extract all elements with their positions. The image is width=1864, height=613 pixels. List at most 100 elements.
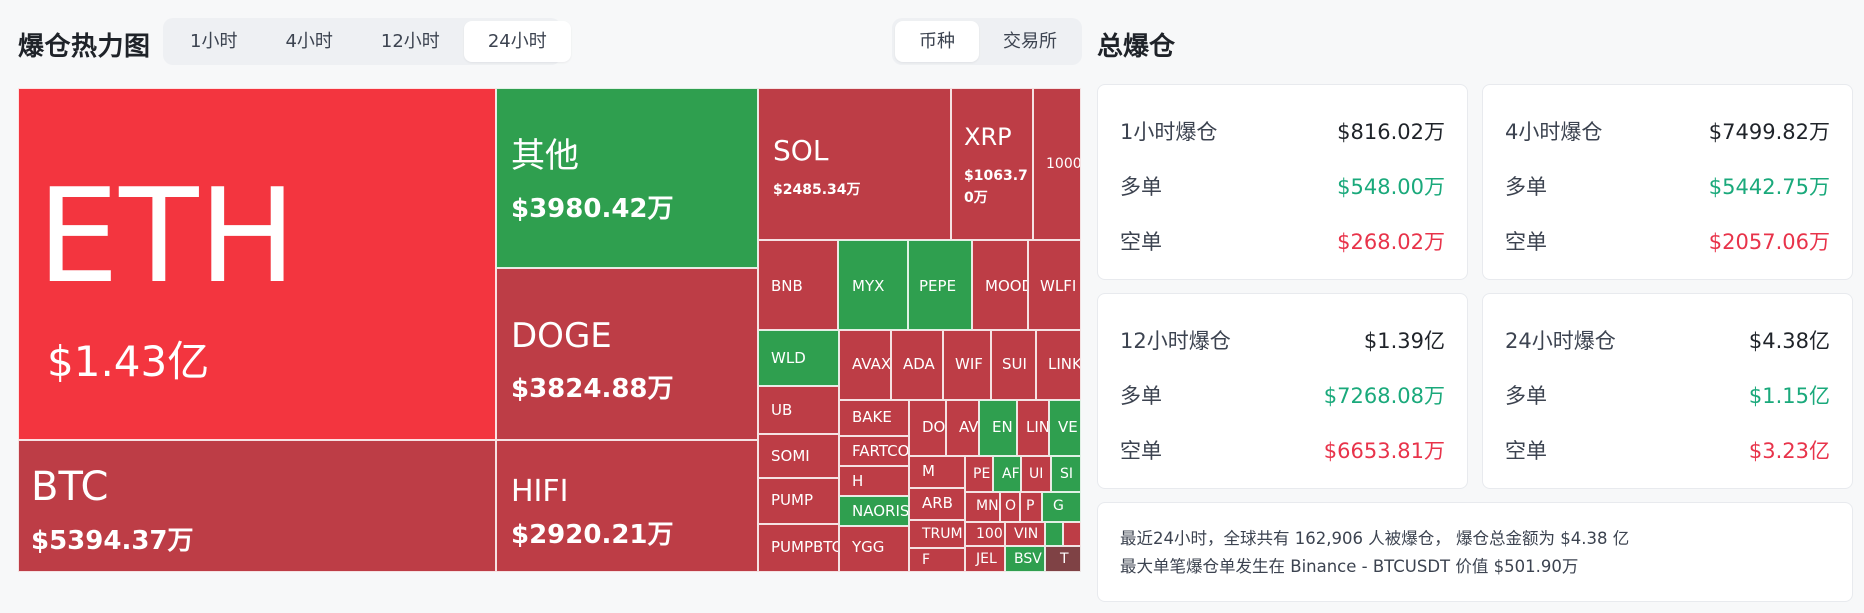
- heatmap-cell[interactable]: G: [1042, 492, 1081, 522]
- card-total-row: 1小时爆仓 $816.02万: [1120, 116, 1445, 146]
- heatmap-cell[interactable]: FARTCO: [839, 436, 909, 466]
- heatmap-cell[interactable]: 1000: [1033, 88, 1081, 240]
- cell-symbol: AF: [1002, 466, 1020, 482]
- card-long-label: 多单: [1505, 384, 1547, 408]
- card-short-label: 空单: [1505, 230, 1547, 254]
- heatmap-cell[interactable]: ADA: [891, 330, 943, 400]
- heatmap-cell[interactable]: DO: [909, 400, 946, 456]
- heatmap-cell[interactable]: PE: [965, 456, 993, 492]
- heatmap-cell[interactable]: PUMPBTC: [758, 524, 839, 572]
- card-total-row: 4小时爆仓 $7499.82万: [1505, 116, 1830, 146]
- summary-card: 最近24小时，全球共有 162,906 人被爆仓， 爆仓总金额为 $4.38 亿…: [1097, 502, 1853, 602]
- liquidation-heatmap: ETH $1.43亿 BTC $5394.37万 其他 $3980.42万 DOGE $382…: [18, 88, 1081, 572]
- heatmap-cell[interactable]: BAKE: [839, 400, 909, 436]
- heatmap-cell[interactable]: AF: [993, 456, 1021, 492]
- heatmap-cell[interactable]: F: [909, 548, 965, 572]
- heatmap-cell[interactable]: TRUM: [909, 520, 965, 548]
- heatmap-cell[interactable]: AVAX: [839, 330, 891, 400]
- heatmap-cell[interactable]: EN: [979, 400, 1017, 456]
- heatmap-cell[interactable]: SOL $2485.34万: [758, 88, 951, 240]
- cell-symbol: M: [922, 462, 935, 480]
- card-long-value: $7268.08万: [1323, 384, 1445, 408]
- cell-symbol: AVAX: [852, 355, 891, 373]
- heatmap-cell[interactable]: WLFI: [1028, 240, 1081, 330]
- heatmap-cell[interactable]: HIFI $2920.21万: [496, 440, 758, 572]
- cell-symbol: BNB: [771, 277, 803, 295]
- heatmap-cell[interactable]: BTC $5394.37万: [18, 440, 496, 572]
- heatmap-cell[interactable]: SOMI: [758, 434, 839, 478]
- time-range-tabs: 1小时 4小时 12小时 24小时: [163, 18, 571, 65]
- heatmap-cell[interactable]: [1063, 522, 1081, 546]
- cell-symbol: UI: [1029, 466, 1044, 482]
- cell-symbol: FARTCO: [852, 442, 909, 460]
- card-short-value: $6653.81万: [1323, 439, 1445, 463]
- heatmap-cell[interactable]: PUMP: [758, 478, 839, 524]
- heatmap-cell[interactable]: NAORIS: [839, 496, 909, 526]
- card-short-label: 空单: [1505, 439, 1547, 463]
- cell-symbol: PE: [973, 466, 991, 482]
- cell-symbol: BSV: [1014, 551, 1042, 567]
- time-tab-1[interactable]: 4小时: [285, 31, 333, 52]
- heatmap-cell[interactable]: SI: [1051, 456, 1081, 492]
- heatmap-cell[interactable]: O: [1000, 492, 1020, 522]
- cell-symbol: SOL: [773, 134, 829, 167]
- heatmap-cell[interactable]: T: [1045, 546, 1081, 572]
- heatmap-cell[interactable]: ARB: [909, 488, 965, 520]
- cell-amount: $2485.34万: [773, 182, 861, 198]
- card-total-value: $4.38亿: [1748, 329, 1830, 353]
- heatmap-cell[interactable]: BNB: [758, 240, 838, 330]
- heatmap-cell[interactable]: YGG: [839, 526, 909, 572]
- heatmap-cell[interactable]: VIN: [1005, 522, 1045, 546]
- heatmap-cell[interactable]: BSV: [1005, 546, 1045, 572]
- cell-symbol: ETH: [37, 160, 297, 312]
- heatmap-cell[interactable]: [1045, 522, 1063, 546]
- heatmap-cell[interactable]: DOGE $3824.88万: [496, 268, 758, 440]
- card-short-label: 空单: [1120, 439, 1162, 463]
- time-tab-0[interactable]: 1小时: [190, 31, 238, 52]
- heatmap-cell[interactable]: MN: [965, 492, 1000, 522]
- heatmap-cell[interactable]: 其他 $3980.42万: [496, 88, 758, 268]
- view-tab-0[interactable]: 币种: [895, 21, 979, 62]
- heatmap-cell[interactable]: XRP $1063.70万: [951, 88, 1033, 240]
- card-long-label: 多单: [1505, 175, 1547, 199]
- heatmap-cell[interactable]: ETH $1.43亿: [18, 88, 496, 440]
- cell-symbol: O: [1005, 498, 1017, 514]
- heatmap-cell[interactable]: WLD: [758, 330, 839, 386]
- heatmap-cell[interactable]: JEL: [965, 546, 1005, 572]
- cell-symbol: MN: [976, 498, 999, 514]
- card-short-row: 空单 $3.23亿: [1505, 435, 1830, 465]
- heatmap-cell[interactable]: AV: [946, 400, 979, 456]
- time-tab-3[interactable]: 24小时: [463, 21, 571, 62]
- card-total-label: 1小时爆仓: [1120, 120, 1218, 144]
- card-total-label: 12小时爆仓: [1120, 329, 1231, 353]
- card-long-value: $548.00万: [1337, 175, 1445, 199]
- cell-symbol: F: [922, 552, 931, 568]
- cell-symbol: WLFI: [1040, 277, 1077, 295]
- heatmap-cell[interactable]: SUI: [991, 330, 1036, 400]
- heatmap-cell[interactable]: UB: [758, 386, 839, 434]
- heatmap-cell[interactable]: 100: [965, 522, 1005, 546]
- heatmap-cell[interactable]: WIF: [943, 330, 991, 400]
- heatmap-cell[interactable]: VE: [1049, 400, 1081, 456]
- card-total-value: $1.39亿: [1363, 329, 1445, 353]
- heatmap-cell[interactable]: LINK: [1036, 330, 1081, 400]
- heatmap-cell[interactable]: UI: [1021, 456, 1051, 492]
- heatmap-cell[interactable]: MOOD: [972, 240, 1028, 330]
- summary-line-1: 最近24小时，全球共有 162,906 人被爆仓， 爆仓总金额为 $4.38 亿: [1120, 529, 1630, 548]
- cell-symbol: HIFI: [511, 474, 569, 509]
- totals-title: 总爆仓: [1097, 32, 1176, 62]
- cell-symbol: TRUM: [922, 526, 963, 542]
- cell-symbol: LIN: [1026, 418, 1049, 436]
- cell-symbol: NAORIS: [852, 502, 909, 520]
- card-short-value: $268.02万: [1337, 230, 1445, 254]
- heatmap-cell[interactable]: MYX: [838, 240, 908, 330]
- cell-symbol: PEPE: [919, 277, 957, 295]
- heatmap-cell[interactable]: LIN: [1017, 400, 1049, 456]
- heatmap-cell[interactable]: PEPE: [908, 240, 972, 330]
- view-tab-1[interactable]: 交易所: [1003, 31, 1057, 52]
- time-tab-2[interactable]: 12小时: [380, 31, 440, 52]
- heatmap-cell[interactable]: M: [909, 456, 965, 488]
- heatmap-cell[interactable]: P: [1020, 492, 1042, 522]
- heatmap-cell[interactable]: H: [839, 466, 909, 496]
- card-total-row: 24小时爆仓 $4.38亿: [1505, 325, 1830, 355]
